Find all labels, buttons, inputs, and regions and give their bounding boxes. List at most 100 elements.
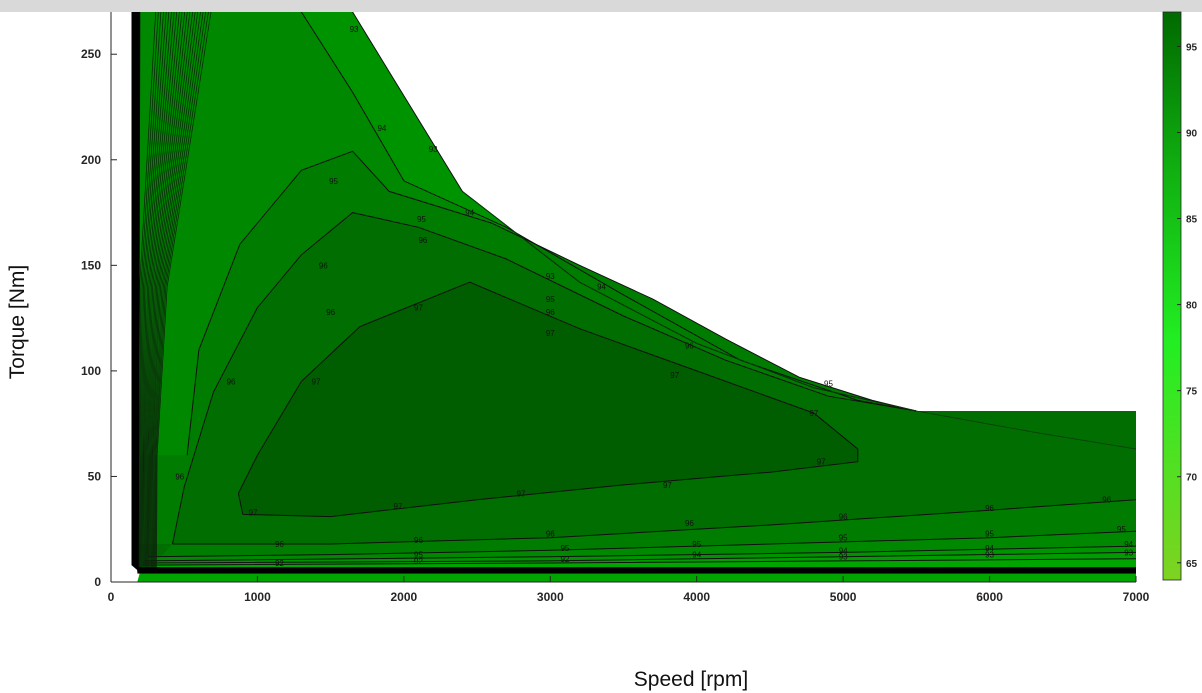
contour-label: 93	[546, 272, 555, 281]
contour-label: 97	[394, 502, 403, 511]
low-speed-contour-11	[147, 12, 186, 572]
low-speed-contour-3	[140, 12, 164, 572]
y-axis-title: Torque [Nm]	[6, 264, 29, 380]
contour-label: 94	[985, 544, 994, 553]
low-speed-contour-19	[154, 12, 207, 572]
colorbar-tick-label: 65	[1186, 559, 1198, 570]
contour-label: 93	[1124, 548, 1133, 557]
contour-label: 93	[985, 551, 994, 560]
contour-label: 94	[692, 551, 701, 560]
x-axis-title: Speed [rpm]	[633, 668, 749, 691]
contour-label: 96	[319, 261, 328, 270]
contour-label: 94	[597, 282, 606, 291]
contour-label: 96	[685, 342, 694, 351]
contour-line-94-7	[144, 545, 1136, 562]
x-tick-label: 7000	[1123, 590, 1150, 604]
low-speed-contour-2	[139, 12, 162, 572]
low-speed-contour-13	[149, 12, 191, 572]
contour-label: 95	[417, 215, 426, 224]
contour-label: 95	[824, 380, 833, 389]
contour-label: 94	[465, 209, 474, 218]
plot-area: 9393939494949595959596969696969696979797…	[131, 12, 1136, 582]
contour-label: 96	[985, 504, 994, 513]
low-speed-contour-6	[143, 12, 172, 572]
contour-line-95-6	[147, 530, 1136, 558]
contour-label: 92	[560, 555, 569, 564]
contour-line-92-9	[141, 558, 1136, 566]
contour-label: 97	[670, 371, 679, 380]
low-speed-contour-4	[141, 12, 167, 572]
contour-label: 94	[1124, 540, 1133, 549]
colorbar: 65 70 75 80 85 90 95	[1162, 11, 1198, 581]
contour-label: 96	[326, 308, 335, 317]
low-speed-contour-17	[152, 12, 201, 572]
colorbar-bar	[1162, 11, 1182, 581]
low-speed-contour-20	[155, 12, 209, 572]
contour-label: 92	[275, 559, 284, 568]
low-speed-contour-14	[150, 12, 193, 572]
x-tick-label: 3000	[537, 590, 564, 604]
plot-clip-group: 9393939494949595959596969696969696979797…	[131, 12, 1136, 582]
contour-label: 92	[414, 557, 423, 566]
contour-label: 95	[560, 544, 569, 553]
contour-label: 94	[377, 124, 386, 133]
x-tick-label: 0	[108, 590, 115, 604]
contour-line-96-5	[172, 499, 1136, 545]
envelope-edge	[462, 191, 1136, 450]
window-top-bar	[0, 0, 1202, 12]
contour-label: 93	[350, 25, 359, 34]
contour-label: 94	[839, 546, 848, 555]
contour-label: 93	[839, 553, 848, 562]
contour-label: 96	[839, 513, 848, 522]
y-tick-label: 0	[94, 575, 101, 589]
contour-label: 97	[809, 409, 818, 418]
contour-label: 97	[517, 489, 526, 498]
low-speed-contour-7	[143, 12, 175, 572]
contour-label: 96	[418, 236, 427, 245]
contour-label: 95	[329, 177, 338, 186]
contour-fill-97	[238, 282, 858, 517]
colorbar-tick-label: 95	[1186, 42, 1198, 53]
y-tick-label: 50	[88, 469, 102, 483]
x-tick-label: 5000	[830, 590, 857, 604]
colorbar-tick-label: 80	[1186, 301, 1198, 312]
x-tick-label: 2000	[391, 590, 418, 604]
contour-label: 95	[839, 534, 848, 543]
colorbar-tick-label: 85	[1186, 215, 1198, 226]
y-tick-label: 200	[81, 153, 101, 167]
contour-label: 97	[312, 377, 321, 386]
x-tick-label: 4000	[683, 590, 710, 604]
contour-label: 95	[1117, 525, 1126, 534]
contour-label: 96	[546, 529, 555, 538]
contour-label: 96	[546, 308, 555, 317]
contour-label: 96	[175, 472, 184, 481]
contour-label: 97	[546, 329, 555, 338]
colorbar-tick-label: 75	[1186, 387, 1198, 398]
contour-label: 97	[663, 481, 672, 490]
contour-line-96-3	[172, 212, 917, 545]
bottom-boundary-band	[137, 567, 1136, 574]
contour-label: 95	[985, 529, 994, 538]
colorbar-tick-label: 90	[1186, 128, 1198, 139]
contour-label: 97	[249, 508, 258, 517]
low-speed-contour-15	[150, 12, 196, 572]
contour-label: 93	[429, 145, 438, 154]
axes: 0 1000 2000 3000 4000 5000 6000 7000 0 50 100 150 20…	[81, 12, 1150, 604]
contour-label: 96	[275, 540, 284, 549]
contour-label: 96	[1102, 496, 1111, 505]
low-speed-contour-16	[151, 12, 199, 572]
contour-label: 97	[414, 304, 423, 313]
colorbar-tick-label: 70	[1186, 473, 1198, 484]
contour-label: 96	[685, 519, 694, 528]
left-boundary-band	[131, 12, 141, 572]
x-tick-label: 6000	[976, 590, 1003, 604]
low-speed-contour-10	[146, 12, 183, 572]
low-speed-contour-18	[153, 12, 204, 572]
low-speed-contour-9	[145, 12, 180, 572]
x-tick-label: 1000	[244, 590, 271, 604]
contour-line-95-2	[186, 150, 917, 456]
contour-label: 95	[414, 551, 423, 560]
y-tick-label: 100	[81, 364, 101, 378]
contour-line-93-8	[143, 551, 1136, 564]
